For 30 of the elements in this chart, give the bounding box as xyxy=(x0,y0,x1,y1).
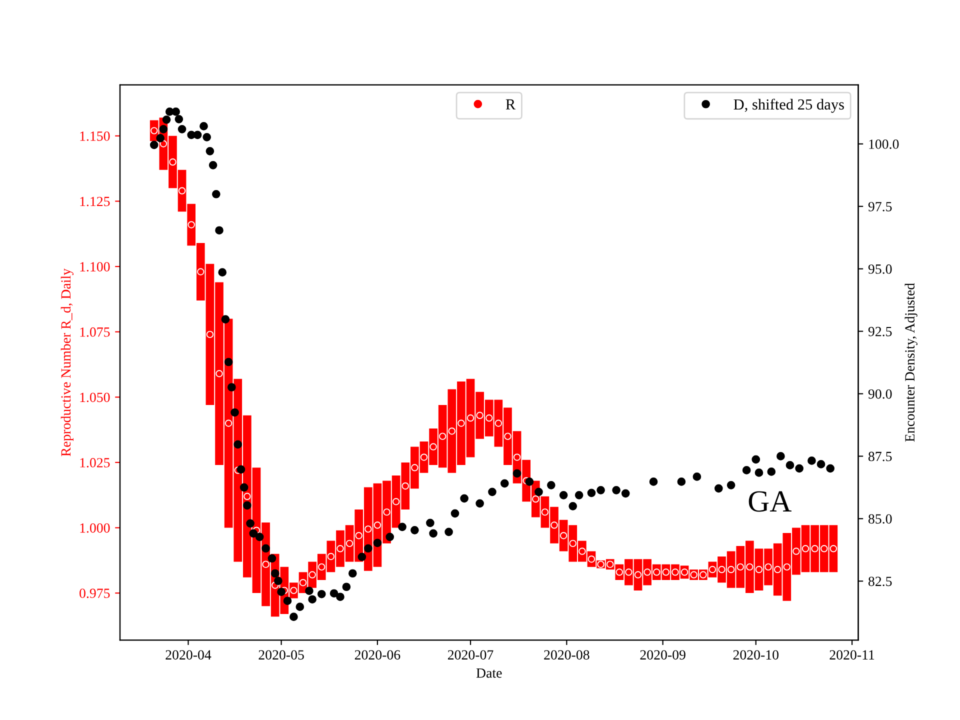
legend-label: D, shifted 25 days xyxy=(734,98,844,113)
y-tick-label: 1.100 xyxy=(80,262,110,272)
y2-tick-label: 90.0 xyxy=(868,389,892,399)
x-tick-label: 2020-08 xyxy=(544,650,590,660)
x-tick-label: 2020-10 xyxy=(733,650,778,660)
y-tick-label: 1.025 xyxy=(80,458,110,468)
y2-tick-label: 82.5 xyxy=(868,576,892,586)
x-tick-label: 2020-04 xyxy=(166,650,212,660)
y2-tick-label: 97.5 xyxy=(868,202,892,212)
y-tick-label: 1.050 xyxy=(80,392,110,402)
x-tick-label: 2020-05 xyxy=(258,650,304,660)
y-tick-label: 1.075 xyxy=(80,327,110,337)
x-tick-label: 2020-07 xyxy=(448,650,494,660)
y-tick-label: 0.975 xyxy=(80,588,110,598)
legend-label: R xyxy=(506,99,516,110)
y2-tick-label: 92.5 xyxy=(868,326,892,336)
x-tick-label: 2020-06 xyxy=(354,650,400,660)
y-tick-label: 1.000 xyxy=(80,523,110,533)
y-axis-title: Reproductive Number R_d, Daily xyxy=(60,268,74,456)
x-tick-label: 2020-09 xyxy=(640,650,686,660)
y2-axis-title: Encounter Density, Adjusted xyxy=(904,283,918,442)
y-tick-label: 1.150 xyxy=(80,131,110,141)
x-tick-label: 2020-11 xyxy=(830,650,874,660)
y2-tick-label: 87.5 xyxy=(868,452,892,462)
annotation: GA xyxy=(748,491,792,512)
y-tick-label: 1.125 xyxy=(80,196,110,206)
y2-tick-label: 85.0 xyxy=(868,514,892,524)
x-axis-title: Date xyxy=(476,668,502,678)
y2-tick-label: 100.0 xyxy=(869,140,899,149)
y2-tick-label: 95.0 xyxy=(868,264,892,274)
